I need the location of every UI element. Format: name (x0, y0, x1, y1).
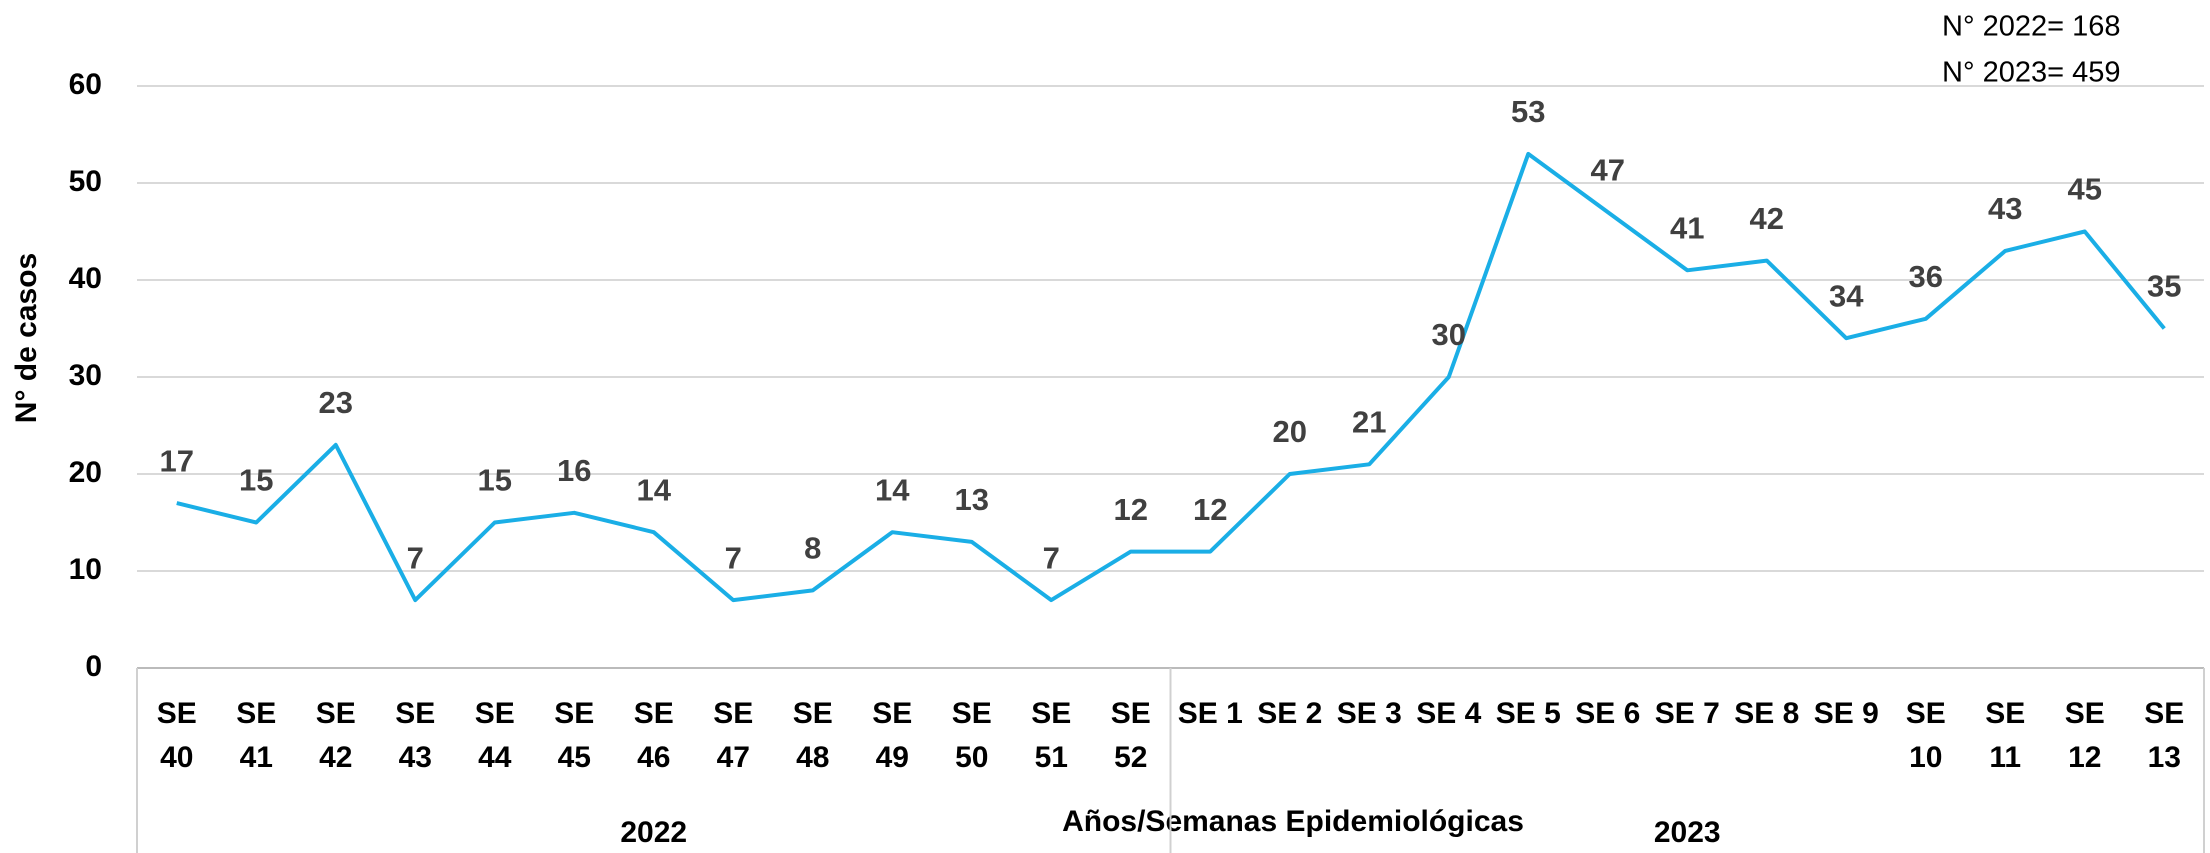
x-tick-label: SE 4 (1416, 697, 1482, 730)
y-tick-label: 0 (85, 650, 102, 683)
data-label: 17 (160, 443, 194, 478)
y-tick-label: 40 (69, 262, 102, 295)
data-label: 41 (1670, 210, 1704, 245)
x-tick-label: SE 48 (792, 697, 833, 774)
data-label: 47 (1591, 152, 1625, 187)
x-tick-label: SE 8 (1734, 697, 1800, 730)
annotation: N° 2023= 459 (1942, 57, 2121, 89)
x-tick-label: SE 10 (1905, 697, 1946, 774)
y-tick-label: 60 (69, 68, 102, 101)
x-tick-label: SE 42 (315, 697, 356, 774)
x-tick-label: SE 6 (1575, 697, 1641, 730)
x-tick-label: SE 12 (2064, 697, 2105, 774)
x-tick-label: SE 5 (1495, 697, 1561, 730)
x-tick-label: SE 50 (951, 697, 992, 774)
x-tick-label: SE 44 (474, 697, 515, 774)
data-label: 34 (1829, 278, 1864, 313)
data-label: 45 (2068, 172, 2102, 207)
x-tick-label: SE 51 (1031, 697, 1072, 774)
data-label: 16 (557, 453, 591, 488)
x-tick-label: SE 7 (1654, 697, 1720, 730)
x-tick-label: SE 13 (2144, 697, 2185, 774)
line (176, 151, 2166, 603)
data-label: 35 (2147, 269, 2181, 304)
annotation: N° 2022= 168 (1942, 11, 2121, 43)
x-tick-label: SE 9 (1813, 697, 1879, 730)
x-axis-label: Años/Semanas Epidemiológicas (1062, 805, 1524, 838)
y-tick-label: 50 (69, 165, 102, 198)
data-label: 15 (239, 463, 273, 498)
x-tick-label: SE 11 (1985, 697, 2026, 774)
data-label: 7 (407, 540, 424, 575)
data-label: 13 (955, 482, 989, 517)
group-label: 2023 (1654, 816, 1721, 849)
y-tick-label: 20 (69, 456, 102, 489)
data-label: 8 (804, 531, 821, 566)
data-label: 14 (637, 472, 672, 507)
x-tick-label: SE 3 (1336, 697, 1402, 730)
x-tick-label: SE 46 (633, 697, 674, 774)
data-label: 12 (1193, 492, 1227, 527)
x-tick-label: SE 52 (1110, 697, 1151, 774)
data-label: 7 (725, 540, 742, 575)
x-tick-label: SE 40 (156, 697, 197, 774)
data-label: 21 (1352, 404, 1386, 439)
x-tick-label: SE 47 (713, 697, 754, 774)
data-label: 53 (1511, 94, 1545, 129)
x-tick-label: SE 1 (1177, 697, 1243, 730)
group-label: 2022 (620, 816, 687, 849)
x-tick-label: SE 43 (395, 697, 436, 774)
data-label: 30 (1432, 317, 1466, 352)
x-tick-label: SE 45 (554, 697, 595, 774)
x-tick-label: SE 49 (872, 697, 913, 774)
data-label: 20 (1273, 414, 1307, 449)
y-tick-label: 30 (69, 359, 102, 392)
x-tick-label: SE 41 (236, 697, 277, 774)
x-tick-label: SE 2 (1257, 697, 1323, 730)
data-label: 36 (1909, 259, 1943, 294)
y-tick-label: 10 (69, 553, 102, 586)
data-label: 12 (1114, 492, 1148, 527)
data-label: 14 (875, 472, 910, 507)
data-label: 15 (478, 463, 512, 498)
data-label: 23 (319, 385, 353, 420)
y-axis-label: N° de casos (10, 253, 43, 423)
data-label: 43 (1988, 191, 2022, 226)
data-label: 7 (1043, 540, 1060, 575)
data-label: 42 (1750, 201, 1784, 236)
